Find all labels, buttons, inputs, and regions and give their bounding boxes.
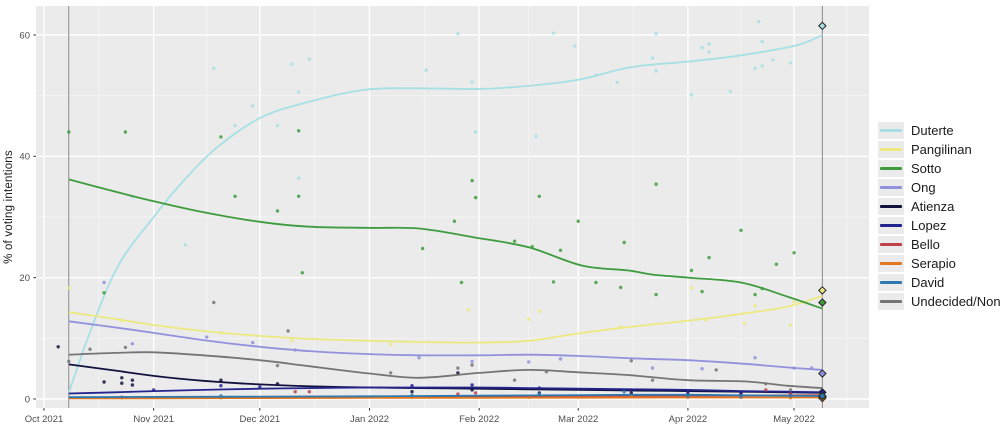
legend-item-duterte: Duterte <box>878 121 1000 140</box>
y-tick-label: 0 <box>25 394 30 405</box>
x-tick-label: Nov 2021 <box>133 414 174 425</box>
legend-key-swatch <box>878 236 904 253</box>
legend-label: Duterte <box>911 123 954 138</box>
y-tick-label: 60 <box>19 30 30 41</box>
result-diamond-david <box>818 391 827 401</box>
legend-item-atienza: Atienza <box>878 197 1000 216</box>
trend-line-pangilinan <box>68 295 823 344</box>
x-tick-label: Apr 2022 <box>669 414 708 425</box>
legend-label: Pangilinan <box>911 142 972 157</box>
legend-key-swatch <box>878 198 904 215</box>
legend-label: Ong <box>911 180 936 195</box>
x-axis-labels: Oct 2021 Nov 2021 Dec 2021 Jan 2022 Feb 2022… <box>25 414 815 425</box>
chart-legend: Duterte Pangilinan Sotto Ong Atienza Lopez Bel… <box>878 121 1000 311</box>
trend-line-serapio <box>68 396 823 400</box>
trend-line-undecided-none <box>68 351 823 389</box>
legend-key-line <box>880 167 902 170</box>
x-tick-label: Dec 2021 <box>239 414 280 425</box>
trend-line-sotto <box>68 178 823 310</box>
trend-line-ong <box>68 320 823 371</box>
y-tick-label: 20 <box>19 273 30 284</box>
legend-label: Undecided/None <box>911 294 1000 309</box>
trend-line-duterte <box>67 34 823 394</box>
legend-label: Serapio <box>911 256 956 271</box>
x-tick-label: Oct 2021 <box>25 414 64 425</box>
result-diamond-duterte <box>818 21 827 31</box>
legend-label: Sotto <box>911 161 942 176</box>
result-diamond-sotto <box>818 298 827 307</box>
legend-key-line <box>880 243 902 246</box>
trend-line-david <box>68 393 823 399</box>
legend-key-line <box>880 262 902 265</box>
legend-item-lopez: Lopez <box>878 216 1000 235</box>
legend-key-swatch <box>878 293 904 310</box>
legend-key-swatch <box>878 217 904 234</box>
legend-item-david: David <box>878 273 1000 292</box>
y-axis-labels: 0 20 40 60 <box>19 30 30 405</box>
legend-key-line <box>880 281 902 284</box>
plot-panel <box>36 6 869 408</box>
trend-line-atienza <box>68 363 823 394</box>
legend-label: Atienza <box>911 199 955 214</box>
result-diamond-ong <box>818 369 827 378</box>
legend-item-serapio: Serapio <box>878 254 1000 273</box>
legend-item-undecided-none: Undecided/None <box>878 292 1000 311</box>
legend-key-line <box>880 224 902 227</box>
legend-item-pangilinan: Pangilinan <box>878 140 1000 159</box>
result-diamond-pangilinan <box>818 286 827 295</box>
reference-lines <box>68 6 823 408</box>
trend-line-lopez <box>68 386 823 395</box>
legend-key-swatch <box>878 122 904 139</box>
legend-item-ong: Ong <box>878 178 1000 197</box>
legend-key-line <box>880 148 902 151</box>
x-tick-label: Jan 2022 <box>350 414 389 425</box>
legend-label: Bello <box>911 237 940 252</box>
y-tick-label: 40 <box>19 152 30 163</box>
legend-item-sotto: Sotto <box>878 159 1000 178</box>
x-tick-label: Feb 2022 <box>459 414 499 425</box>
x-tick-label: May 2022 <box>773 414 815 425</box>
scatter-points-duterte <box>130 19 793 247</box>
legend-label: David <box>911 275 945 290</box>
y-axis-title: % of voting intentions <box>3 150 15 264</box>
legend-key-swatch <box>878 141 904 158</box>
legend-key-swatch <box>878 179 904 196</box>
scatter-points-lopez <box>152 383 793 395</box>
legend-key-line <box>880 129 902 132</box>
legend-label: Lopez <box>911 218 947 233</box>
x-tick-label: Mar 2022 <box>558 414 598 425</box>
axis-tick-marks <box>33 34 795 411</box>
legend-key-swatch <box>878 274 904 291</box>
legend-key-line <box>880 186 902 189</box>
scatter-points-undecided-none <box>67 300 793 392</box>
legend-key-line <box>880 300 902 303</box>
legend-key-swatch <box>878 160 904 177</box>
legend-key-line <box>880 205 902 208</box>
legend-item-bello: Bello <box>878 235 1000 254</box>
grid-minor <box>36 6 869 408</box>
legend-key-swatch <box>878 255 904 272</box>
